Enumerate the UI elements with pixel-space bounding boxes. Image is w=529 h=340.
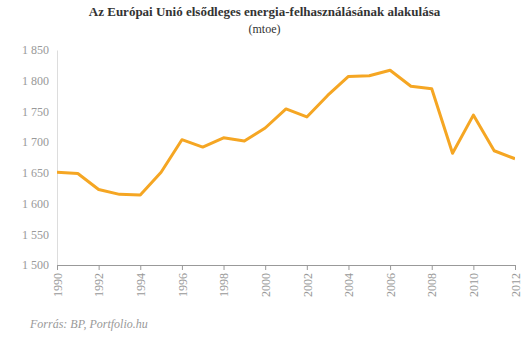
- data-line: [57, 70, 515, 195]
- y-tick: 1 550: [22, 228, 57, 242]
- x-tick-mark: [182, 265, 183, 270]
- source: Forrás: BP, Portfolio.hu: [29, 317, 148, 331]
- x-tick-mark: [99, 265, 100, 270]
- y-tick-label: 1 700: [22, 135, 49, 149]
- x-tick-label: 2002: [301, 273, 315, 297]
- x-tick: 1998: [217, 265, 231, 297]
- x-tick: 2004: [342, 265, 356, 297]
- x-tick-label: 2004: [342, 273, 356, 297]
- x-tick: 2002: [301, 265, 315, 297]
- plot: 1 500 1 550 1 600 1 650 1 700 1 750 1 800 1 850…: [22, 43, 523, 297]
- x-tick: 2006: [384, 265, 398, 297]
- x-tick-label: 1992: [92, 273, 106, 297]
- x-tick-label: 1996: [176, 273, 190, 297]
- x-tick: 2010: [467, 265, 481, 297]
- x-tick-mark: [265, 265, 266, 270]
- x-tick: 2012: [509, 265, 523, 297]
- y-tick-label: 1 550: [22, 228, 49, 242]
- x-tick-label: 1990: [51, 273, 65, 297]
- y-tick-label: 1 650: [22, 166, 49, 180]
- y-tick-label: 1 850: [22, 43, 49, 57]
- title: Az Európai Unió elsődleges energia-felha…: [89, 4, 441, 19]
- x-tick-mark: [348, 265, 349, 270]
- x-tick: 1996: [176, 265, 190, 297]
- x-tick-label: 1994: [134, 273, 148, 297]
- x-tick-label: 2006: [384, 273, 398, 297]
- x-tick: 1994: [134, 265, 148, 297]
- x-tick-mark: [140, 265, 141, 270]
- x-tick-label: 2012: [509, 273, 523, 297]
- y-axis-line: [57, 51, 58, 266]
- x-tick-mark: [57, 265, 58, 270]
- subtitle: (mtoe): [249, 22, 281, 36]
- x-tick-label: 1998: [217, 273, 231, 297]
- x-tick: 2008: [425, 265, 439, 297]
- y-tick: 1 700: [22, 135, 57, 149]
- x-tick-label: 2010: [467, 273, 481, 297]
- x-tick-mark: [432, 265, 433, 270]
- y-tick-label: 1 750: [22, 105, 49, 119]
- x-tick-mark: [307, 265, 308, 270]
- x-tick-mark: [390, 265, 391, 270]
- y-tick: 1 500: [22, 258, 57, 272]
- x-tick-mark: [224, 265, 225, 270]
- y-tick-label: 1 800: [22, 74, 49, 88]
- x-tick-mark: [515, 265, 516, 270]
- y-tick: 1 850: [22, 43, 57, 57]
- y-tick: 1 800: [22, 74, 57, 88]
- x-tick: 1990: [51, 265, 65, 297]
- y-tick: 1 750: [22, 105, 57, 119]
- x-tick-label: 2000: [259, 273, 273, 297]
- marks: [57, 70, 515, 195]
- x-tick: 1992: [92, 265, 106, 297]
- x-tick-mark: [473, 265, 474, 270]
- chart: Az Európai Unió elsődleges energia-felha…: [0, 0, 529, 340]
- x-tick-label: 2008: [425, 273, 439, 297]
- y-tick: 1 650: [22, 166, 57, 180]
- x-axis: 1990 1992 1994 1996 1998 2000 2002 2004 2006 2008…: [51, 265, 523, 297]
- y-tick: 1 600: [22, 197, 57, 211]
- y-axis: 1 500 1 550 1 600 1 650 1 700 1 750 1 800 1 850: [22, 43, 58, 272]
- x-tick: 2000: [259, 265, 273, 297]
- y-tick-label: 1 500: [22, 258, 49, 272]
- y-tick-label: 1 600: [22, 197, 49, 211]
- x-axis-line: [58, 265, 516, 266]
